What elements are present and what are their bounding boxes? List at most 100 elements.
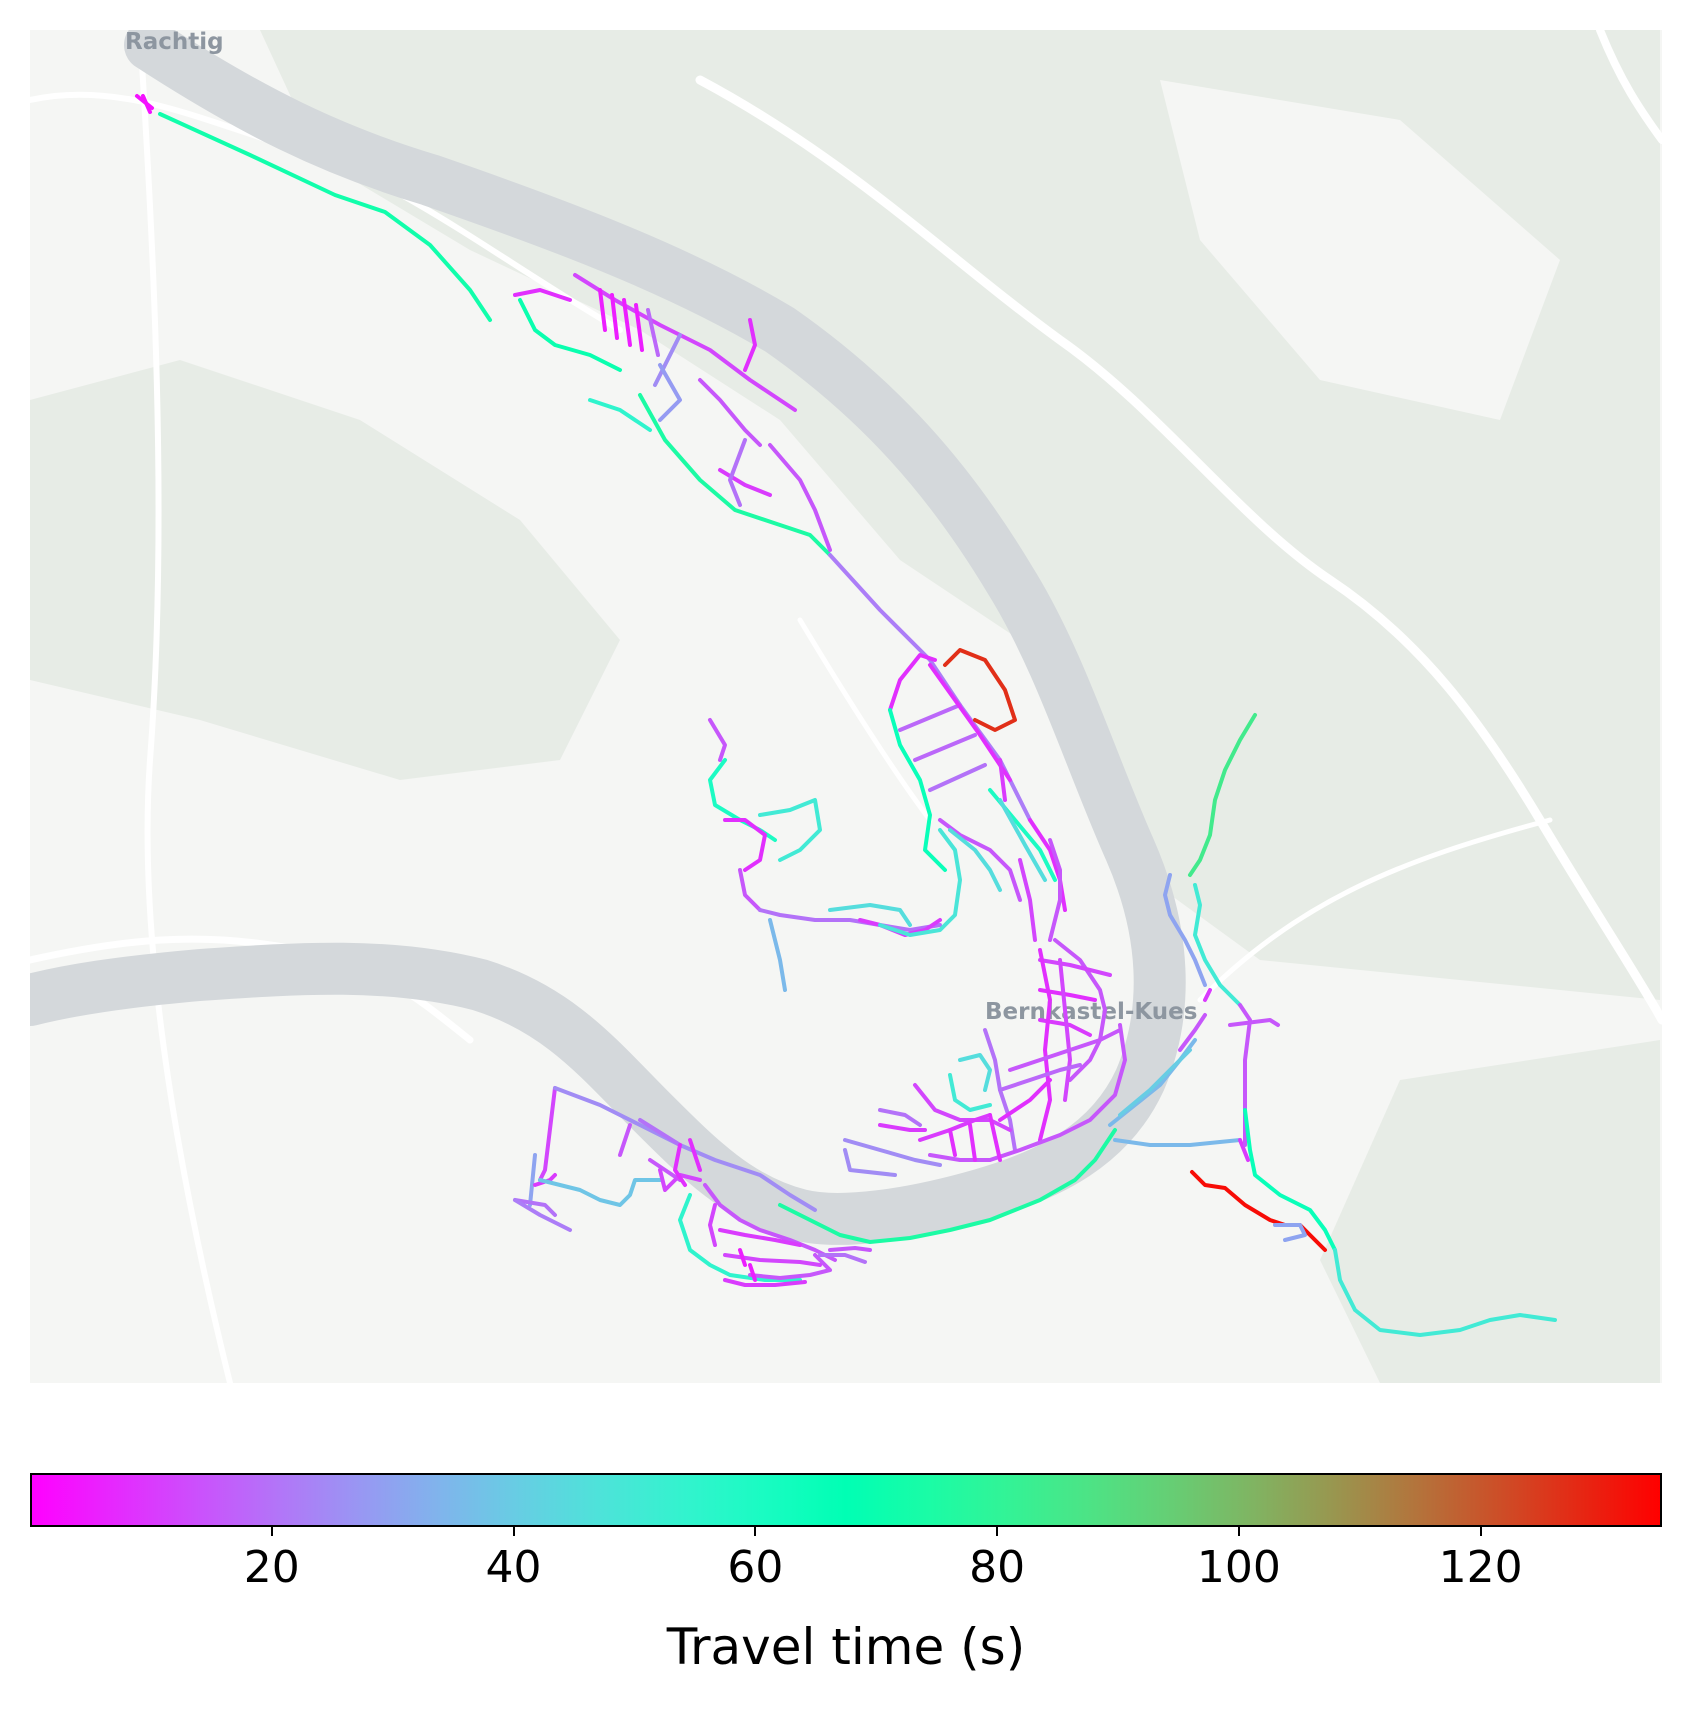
street-segment: [1203, 988, 1212, 1002]
street-segment: [888, 653, 937, 712]
colorbar-tick-mark: [754, 1527, 757, 1536]
street-segment: [948, 1073, 992, 1112]
street-segment: [768, 443, 832, 552]
street-segment: [1333, 1248, 1557, 1337]
street-segment: [1038, 958, 1112, 977]
street-segment: [708, 1203, 717, 1247]
street-segment: [758, 908, 942, 932]
street-segment: [1113, 1138, 1242, 1147]
street-segment: [878, 1123, 927, 1132]
street-segment: [1273, 1223, 1307, 1242]
street-segment: [533, 1173, 557, 1187]
street-segment: [768, 918, 787, 992]
street-segment: [638, 1118, 682, 1147]
map-area[interactable]: Rachtig Bernkastel-Kues: [30, 30, 1662, 1383]
street-segment: [1118, 1048, 1192, 1117]
street-segment: [723, 1278, 807, 1287]
colorbar-tick-label: 60: [727, 1542, 784, 1593]
street-segment: [1178, 1013, 1207, 1052]
street-segment: [913, 733, 977, 762]
street-segment: [748, 1263, 757, 1282]
street-segment: [718, 468, 772, 497]
street-segment: [1058, 958, 1072, 1102]
street-segment: [698, 378, 762, 447]
street-segment: [1018, 858, 1037, 942]
street-segment: [998, 1078, 1052, 1122]
street-segment: [638, 393, 832, 557]
street-segment: [818, 1253, 867, 1264]
street-segment: [1038, 1018, 1092, 1037]
street-segment: [708, 718, 727, 762]
street-segment: [658, 363, 682, 422]
street-segment: [928, 663, 1012, 782]
colorbar-tick-label: 20: [243, 1542, 300, 1593]
street-segment: [723, 818, 767, 872]
street-segment: [610, 293, 619, 340]
street-segment: [778, 1128, 1117, 1244]
street-segment: [1038, 948, 1052, 1142]
street-segment: [898, 703, 962, 732]
street-segment: [1163, 873, 1207, 987]
street-segment: [653, 333, 682, 387]
street-segment: [673, 1143, 687, 1187]
street-segment: [758, 798, 822, 862]
street-segment: [918, 1113, 992, 1142]
colorbar-tick-label: 120: [1438, 1542, 1523, 1593]
street-segment: [718, 1228, 802, 1247]
street-segment: [828, 1246, 872, 1252]
street-segment: [743, 318, 757, 372]
street-segment: [1193, 883, 1242, 1007]
street-segment: [843, 1138, 942, 1167]
street-segment: [988, 1113, 1002, 1162]
street-segment: [648, 1158, 682, 1182]
map-canvas: Rachtig Bernkastel-Kues: [30, 30, 1662, 1383]
colorbar-tick-mark: [1237, 1527, 1240, 1536]
street-segment: [678, 1193, 802, 1282]
street-segment: [728, 438, 747, 507]
street-segment: [1188, 713, 1257, 877]
street-segment: [634, 303, 644, 352]
street-segment: [141, 94, 152, 114]
street-segment: [658, 1168, 702, 1192]
colorbar-tick-mark: [270, 1527, 273, 1536]
street-segment: [598, 288, 607, 332]
street-segment: [518, 298, 622, 372]
colorbar: [30, 1473, 1662, 1527]
street-segment: [703, 1183, 837, 1262]
street-segment: [1243, 1108, 1337, 1252]
street-segment: [573, 273, 797, 412]
colorbar-label: Travel time (s): [666, 1618, 1026, 1676]
colorbar-ticks: 20 40 60 80 100 120: [30, 1527, 1662, 1593]
street-segment: [948, 828, 1002, 892]
place-label-rachtig: Rachtig: [125, 30, 224, 55]
street-segment: [998, 1063, 1082, 1092]
colorbar-tick-label: 40: [485, 1542, 542, 1593]
street-segment: [738, 1248, 747, 1267]
street-segment: [968, 1123, 977, 1162]
place-label-bernkastel-kues: Bernkastel-Kues: [985, 999, 1197, 1025]
street-segment: [928, 1023, 1127, 1162]
street-segment: [1008, 1028, 1122, 1072]
street-segment: [878, 828, 962, 937]
travel-time-network: [135, 94, 1557, 1337]
street-segment: [828, 903, 912, 927]
street-segment: [688, 1138, 702, 1172]
colorbar-tick-mark: [512, 1527, 515, 1536]
street-segment: [538, 1178, 662, 1207]
colorbar-tick-mark: [1479, 1527, 1482, 1536]
street-segment: [1028, 818, 1067, 912]
street-segment: [158, 112, 492, 322]
street-segment: [998, 758, 1007, 802]
street-segment: [1228, 1018, 1280, 1027]
colorbar-tick-label: 80: [969, 1542, 1026, 1593]
street-segment: [948, 1128, 957, 1157]
street-segment: [528, 1153, 537, 1207]
street-segment: [928, 763, 987, 792]
street-segment: [913, 1083, 1012, 1132]
street-segment: [888, 708, 947, 872]
colorbar-tick-mark: [996, 1527, 999, 1536]
street-segment: [646, 308, 660, 357]
street-segment: [1053, 938, 1107, 1082]
river: [30, 30, 1186, 1245]
street-segment: [538, 1086, 557, 1182]
